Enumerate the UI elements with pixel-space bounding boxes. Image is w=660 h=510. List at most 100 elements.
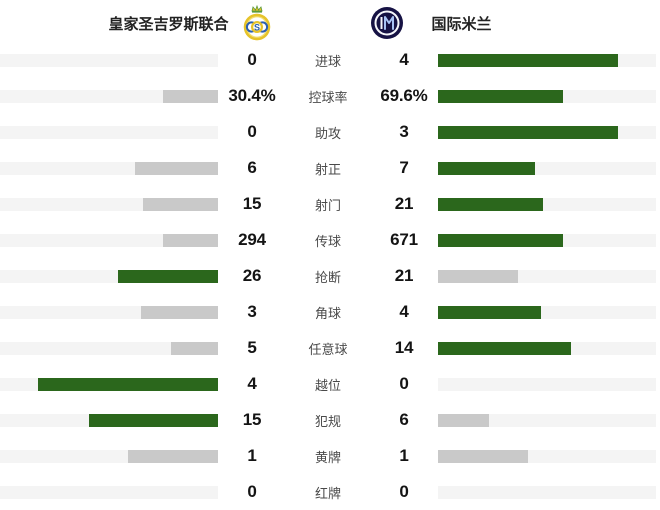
- stat-row: 5 任意球 14: [0, 330, 660, 366]
- away-team-name: 国际米兰: [432, 13, 660, 34]
- match-header: 皇家圣吉罗斯联合 S: [0, 0, 660, 42]
- away-stat-value: 69.6%: [370, 86, 438, 106]
- away-stat-bar: [438, 414, 489, 427]
- stat-label: 红牌: [286, 483, 370, 502]
- stat-label: 进球: [286, 51, 370, 70]
- away-stat-track: [438, 306, 656, 319]
- home-stat-track: [0, 342, 218, 355]
- stat-label: 犯规: [286, 411, 370, 430]
- home-stat-value: 0: [218, 50, 286, 70]
- away-stat-bar: [438, 450, 528, 463]
- home-stat-bar: [38, 378, 218, 391]
- away-stat-bar: [438, 270, 518, 283]
- home-stat-value: 4: [218, 374, 286, 394]
- stat-row: 26 抢断 21: [0, 258, 660, 294]
- home-team-name: 皇家圣吉罗斯联合: [0, 13, 229, 34]
- home-stat-value: 30.4%: [218, 86, 286, 106]
- home-stat-value: 5: [218, 338, 286, 358]
- away-stat-bar: [438, 234, 563, 247]
- home-stat-track: [0, 198, 218, 211]
- stat-label: 传球: [286, 231, 370, 250]
- home-stat-track: [0, 54, 218, 67]
- away-stat-track: [438, 54, 656, 67]
- stat-label: 射门: [286, 195, 370, 214]
- away-stat-value: 7: [370, 158, 438, 178]
- stat-label: 控球率: [286, 87, 370, 106]
- away-stat-track: [438, 450, 656, 463]
- home-stat-track: [0, 270, 218, 283]
- away-stat-track: [438, 162, 656, 175]
- away-stat-bar: [438, 54, 618, 67]
- away-stat-track: [438, 342, 656, 355]
- home-stat-value: 0: [218, 482, 286, 502]
- home-stat-track: [0, 126, 218, 139]
- stat-row: 4 越位 0: [0, 366, 660, 402]
- away-stat-value: 1: [370, 446, 438, 466]
- home-stat-value: 15: [218, 194, 286, 214]
- home-stat-track: [0, 378, 218, 391]
- away-stat-track: [438, 198, 656, 211]
- union-sg-crest-icon: S: [240, 4, 274, 42]
- away-stat-bar: [438, 198, 543, 211]
- away-stat-bar: [438, 126, 618, 139]
- svg-text:S: S: [253, 22, 259, 32]
- home-stat-value: 6: [218, 158, 286, 178]
- stat-row: 30.4% 控球率 69.6%: [0, 78, 660, 114]
- stat-label: 角球: [286, 303, 370, 322]
- away-stat-track: [438, 378, 656, 391]
- home-stat-bar: [118, 270, 218, 283]
- home-stat-track: [0, 90, 218, 103]
- stat-row: 1 黄牌 1: [0, 438, 660, 474]
- stat-row: 3 角球 4: [0, 294, 660, 330]
- away-stat-value: 21: [370, 194, 438, 214]
- home-stat-value: 1: [218, 446, 286, 466]
- stat-label: 助攻: [286, 123, 370, 142]
- home-stat-track: [0, 450, 218, 463]
- home-stat-track: [0, 414, 218, 427]
- away-stat-track: [438, 126, 656, 139]
- away-stat-bar: [438, 306, 541, 319]
- stat-row: 0 进球 4: [0, 42, 660, 78]
- away-stat-bar: [438, 342, 571, 355]
- home-stat-bar: [163, 90, 218, 103]
- away-stat-value: 4: [370, 302, 438, 322]
- stat-row: 0 助攻 3: [0, 114, 660, 150]
- home-stat-bar: [171, 342, 218, 355]
- away-stat-value: 671: [370, 230, 438, 250]
- away-stat-track: [438, 486, 656, 499]
- stat-row: 294 传球 671: [0, 222, 660, 258]
- home-stat-value: 0: [218, 122, 286, 142]
- away-stat-value: 14: [370, 338, 438, 358]
- inter-milan-crest-icon: [370, 6, 404, 40]
- home-stat-bar: [135, 162, 218, 175]
- home-stat-track: [0, 306, 218, 319]
- home-stat-bar: [143, 198, 218, 211]
- home-stat-bar: [141, 306, 218, 319]
- stat-row: 0 红牌 0: [0, 474, 660, 510]
- home-stat-bar: [163, 234, 218, 247]
- home-stat-value: 294: [218, 230, 286, 250]
- stats-list: 0 进球 4 30.4% 控球率 69.6% 0 助攻 3 6 射正: [0, 42, 660, 510]
- away-stat-value: 21: [370, 266, 438, 286]
- away-stat-value: 6: [370, 410, 438, 430]
- away-stat-value: 0: [370, 482, 438, 502]
- stat-label: 黄牌: [286, 447, 370, 466]
- stat-row: 15 犯规 6: [0, 402, 660, 438]
- stat-row: 15 射门 21: [0, 186, 660, 222]
- home-stat-track: [0, 234, 218, 247]
- home-stat-value: 15: [218, 410, 286, 430]
- away-stat-bar: [438, 162, 535, 175]
- away-stat-value: 3: [370, 122, 438, 142]
- away-stat-value: 0: [370, 374, 438, 394]
- home-team-crest-icon: S: [240, 4, 274, 42]
- stat-row: 6 射正 7: [0, 150, 660, 186]
- away-stat-track: [438, 90, 656, 103]
- home-stat-value: 3: [218, 302, 286, 322]
- home-stat-bar: [128, 450, 218, 463]
- away-stat-track: [438, 270, 656, 283]
- home-stat-value: 26: [218, 266, 286, 286]
- stat-label: 射正: [286, 159, 370, 178]
- away-stat-track: [438, 414, 656, 427]
- home-stat-track: [0, 486, 218, 499]
